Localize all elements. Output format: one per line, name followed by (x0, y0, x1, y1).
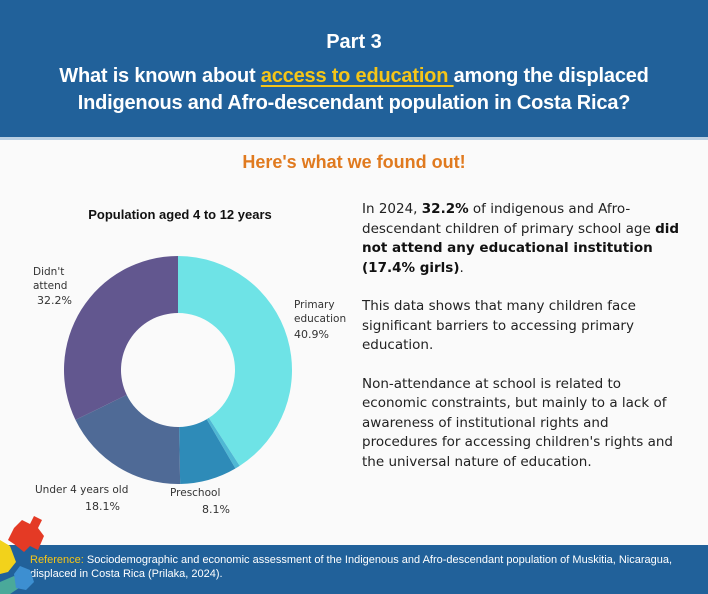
finding-paragraph-1: In 2024, 32.2% of indigenous and Afro-de… (362, 201, 680, 276)
part-label: Part 3 (326, 31, 382, 53)
highlight-link: access to education (260, 65, 454, 87)
donut-slice (206, 417, 240, 469)
page-title: What is known about access to education … (59, 65, 649, 114)
label-didnt-attend: Didn't attend 32.2% (33, 266, 72, 307)
donut-slice (75, 394, 181, 484)
chart-title: Population aged 4 to 12 years (88, 207, 272, 222)
finding-paragraph-2: This data shows that many children face … (362, 298, 636, 353)
label-primary: Primary education 40.9% (294, 299, 347, 341)
findings-text: In 2024, 32.2% of indigenous and Afro-de… (362, 200, 682, 491)
reference-text: Sociodemographic and economic assessment… (30, 554, 673, 580)
puzzle-pieces-icon (0, 516, 44, 594)
finding-paragraph-3: Non-attendance at school is related to e… (362, 375, 673, 470)
reference-footer: Reference: Sociodemographic and economic… (0, 545, 708, 594)
donut-slice (64, 256, 178, 420)
donut-slice (179, 419, 236, 484)
header-banner: Part 3 What is known about access to edu… (0, 0, 708, 140)
donut-slice (178, 256, 293, 466)
label-preschool: Preschool 8.1% (170, 487, 230, 516)
reference-label: Reference: (30, 554, 84, 566)
subtitle: Here's what we found out! (242, 152, 466, 172)
label-under4: Under 4 years old 18.1% (35, 484, 129, 513)
